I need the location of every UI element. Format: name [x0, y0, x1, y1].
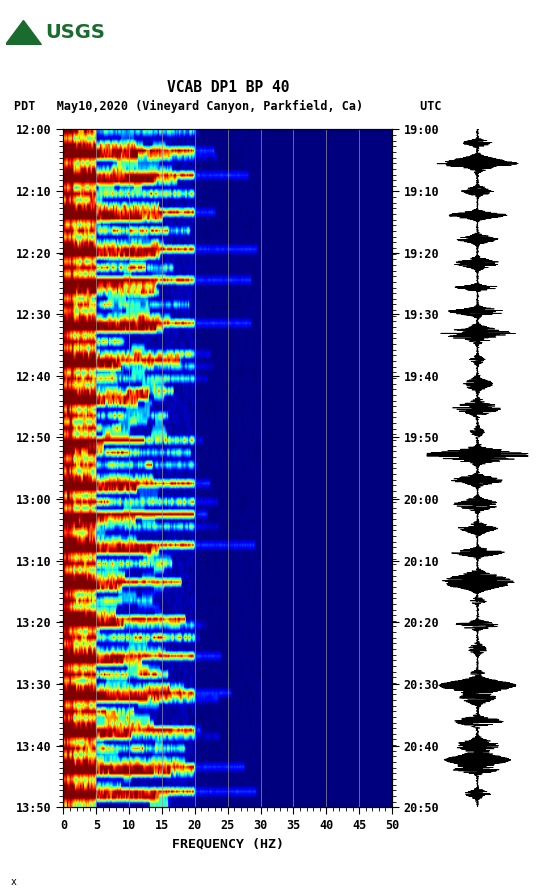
Text: USGS: USGS: [45, 23, 105, 42]
Polygon shape: [6, 21, 41, 45]
Text: x: x: [11, 877, 17, 887]
X-axis label: FREQUENCY (HZ): FREQUENCY (HZ): [172, 838, 284, 851]
Text: VCAB DP1 BP 40: VCAB DP1 BP 40: [167, 80, 289, 95]
Text: PDT   May10,2020 (Vineyard Canyon, Parkfield, Ca)        UTC: PDT May10,2020 (Vineyard Canyon, Parkfie…: [14, 100, 442, 113]
